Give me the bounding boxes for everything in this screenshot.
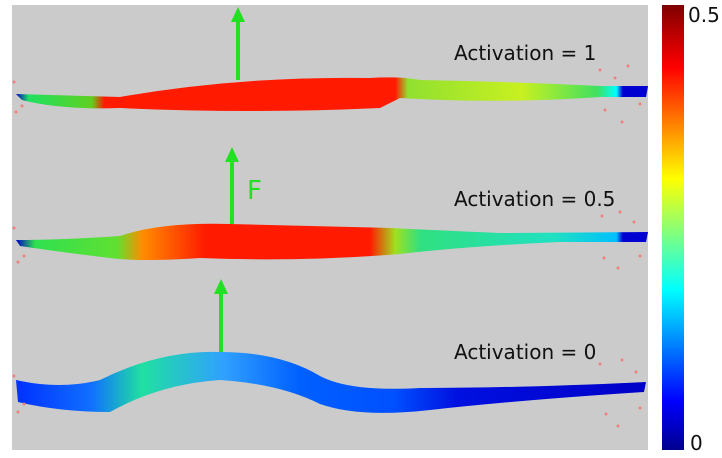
colorbar-min-label: 0	[690, 431, 703, 454]
activation-label: Activation = 0.5	[454, 187, 615, 211]
force-label: F	[247, 176, 262, 206]
activation-label: Activation = 0	[454, 340, 596, 364]
figure: F Activation = 1 Activation = 0.5 Activa…	[0, 0, 722, 454]
page: {"annotations": ["Activation = 1", "Acti…	[0, 0, 722, 454]
colorbar	[662, 5, 684, 450]
activation-label: Activation = 1	[454, 41, 596, 65]
colorbar-max-label: 0.5	[688, 3, 720, 27]
